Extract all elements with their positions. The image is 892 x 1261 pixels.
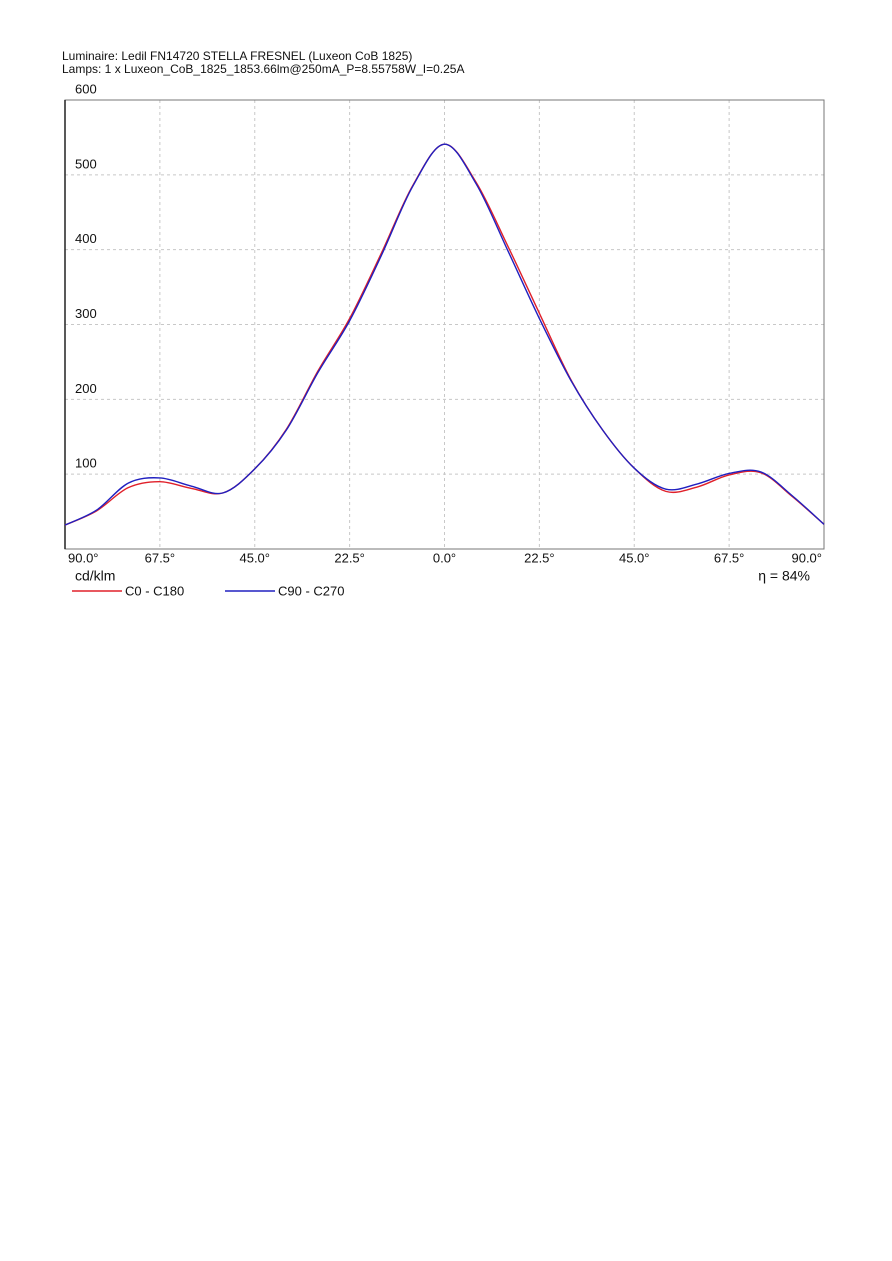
efficiency-annotation: η = 84% (758, 568, 810, 584)
x-tick-label: 90.0° (68, 550, 99, 565)
x-tick-label: 67.5° (714, 550, 745, 565)
y-tick-label: 600 (75, 81, 97, 96)
x-tick-label: 45.0° (239, 550, 270, 565)
chart-subtitle: Lamps: 1 x Luxeon_CoB_1825_1853.66lm@250… (62, 62, 464, 76)
y-tick-label: 100 (75, 456, 97, 471)
y-tick-label: 400 (75, 231, 97, 246)
chart-title: Luminaire: Ledil FN14720 STELLA FRESNEL … (62, 49, 412, 63)
x-tick-label: 22.5° (334, 550, 365, 565)
x-tick-label: 45.0° (619, 550, 650, 565)
y-tick-label: 200 (75, 381, 97, 396)
x-tick-label: 22.5° (524, 550, 555, 565)
series-line (64, 143, 825, 526)
x-tick-label: 90.0° (791, 550, 822, 565)
legend-label: C90 - C270 (278, 583, 344, 598)
x-tick-label: 0.0° (433, 550, 456, 565)
y-tick-label: 500 (75, 156, 97, 171)
legend-label: C0 - C180 (125, 583, 184, 598)
y-tick-label: 300 (75, 306, 97, 321)
y-unit-label: cd/klm (75, 568, 115, 584)
x-tick-label: 67.5° (145, 550, 176, 565)
